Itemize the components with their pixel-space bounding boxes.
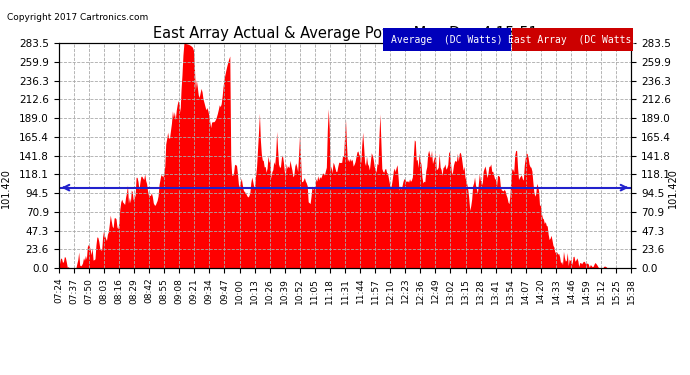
Text: Average  (DC Watts): Average (DC Watts) <box>391 34 502 45</box>
Text: 101.420: 101.420 <box>1 168 11 208</box>
Title: East Array Actual & Average Power Mon Dec 4 15:51: East Array Actual & Average Power Mon De… <box>152 26 538 40</box>
Text: 101.420: 101.420 <box>668 168 678 208</box>
Text: Copyright 2017 Cartronics.com: Copyright 2017 Cartronics.com <box>7 13 148 22</box>
Text: East Array  (DC Watts): East Array (DC Watts) <box>508 34 637 45</box>
